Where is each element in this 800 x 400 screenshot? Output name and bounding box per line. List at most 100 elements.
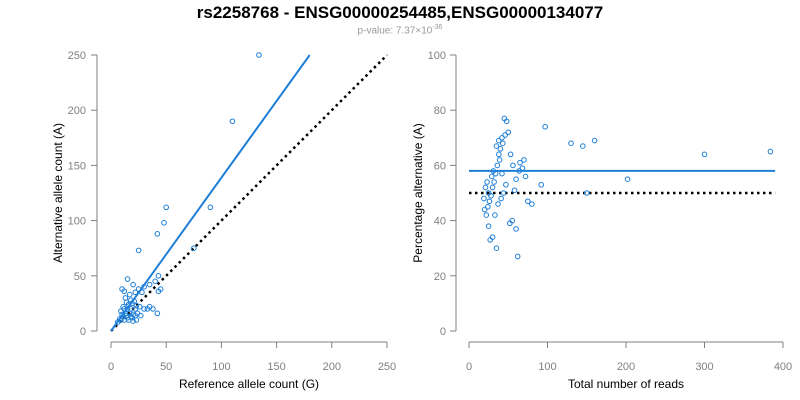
data-point	[132, 306, 139, 312]
data-point	[497, 146, 504, 152]
data-point	[507, 151, 514, 158]
data-point	[122, 295, 129, 301]
data-point	[130, 318, 136, 324]
data-point	[583, 190, 590, 196]
data-point	[132, 312, 139, 319]
chart-title: rs2258768 - ENSG00000254485,ENSG00000134…	[196, 3, 604, 22]
data-point	[701, 151, 708, 158]
data-point	[155, 273, 162, 279]
data-point	[492, 212, 498, 218]
data-point	[487, 237, 493, 243]
x-tick-label: 0	[466, 361, 472, 373]
data-point	[488, 173, 495, 180]
y-tick-label: 100	[428, 50, 446, 62]
data-point	[229, 118, 236, 125]
data-point	[485, 190, 492, 196]
data-point	[514, 253, 521, 260]
left-scatter-panel: 0 50 100 150 200 250 0 50 100 150 200 250 Reference …	[51, 50, 396, 391]
data-point	[146, 281, 153, 288]
data-point	[496, 137, 502, 144]
data-point	[493, 245, 500, 251]
data-point	[502, 132, 508, 138]
reference-dotted-line	[110, 54, 388, 332]
x-axis-label: Total number of reads	[568, 377, 684, 391]
regression-fit-line	[110, 54, 311, 332]
x-tick-label: 200	[617, 361, 635, 373]
data-point	[517, 159, 523, 166]
x-tick-label: 100	[212, 361, 230, 373]
data-point	[493, 143, 500, 149]
x-tick-label: 400	[774, 361, 792, 373]
data-point	[500, 190, 507, 196]
data-point	[163, 204, 169, 211]
x-tick-label: 50	[160, 361, 172, 373]
p-value-text: p-value: 7.37×10	[357, 25, 433, 37]
x-tick-label: 150	[267, 361, 285, 373]
y-tick-label: 0	[80, 326, 86, 338]
data-point	[124, 276, 131, 282]
data-point	[154, 231, 161, 237]
data-point	[498, 195, 504, 202]
p-value-exponent: -36	[432, 24, 443, 31]
data-point	[580, 143, 586, 149]
data-point	[510, 162, 516, 169]
right-scatter-panel: 0 100 200 300 400 0 20 40 60 80 100 Total number of…	[411, 50, 792, 391]
data-point	[538, 181, 545, 188]
y-tick-label: 20	[434, 271, 446, 283]
y-axis-label: Percentage alternative (A)	[411, 123, 425, 262]
data-point	[568, 140, 574, 147]
data-point	[491, 179, 497, 185]
data-point	[141, 306, 147, 312]
y-tick-label: 60	[434, 160, 446, 172]
data-point	[207, 204, 214, 211]
data-point	[511, 187, 518, 194]
x-tick-label: 200	[323, 361, 341, 373]
data-point	[542, 123, 548, 130]
data-point	[507, 220, 513, 227]
data-point	[494, 162, 501, 169]
y-tick-label: 100	[68, 216, 86, 228]
data-point	[481, 195, 487, 202]
data-point	[133, 302, 140, 309]
data-point	[522, 173, 529, 180]
data-point	[495, 201, 501, 207]
data-point	[521, 157, 527, 163]
data-point	[496, 151, 502, 158]
data-point	[483, 212, 490, 218]
y-tick-label: 0	[440, 326, 446, 338]
data-point	[591, 137, 598, 144]
data-point	[481, 206, 488, 213]
data-point	[513, 176, 519, 182]
data-point	[161, 220, 167, 226]
data-point	[624, 176, 631, 182]
data-point	[503, 181, 509, 188]
data-point	[135, 247, 142, 254]
data-point	[191, 245, 197, 251]
data-point	[150, 306, 156, 312]
data-point	[525, 198, 531, 205]
data-point	[130, 281, 136, 288]
data-point	[486, 198, 493, 205]
x-tick-label: 0	[108, 361, 114, 373]
x-tick-label: 100	[538, 361, 556, 373]
data-point	[154, 310, 161, 317]
data-point	[496, 157, 503, 163]
y-tick-label: 150	[68, 160, 86, 172]
data-point	[501, 115, 508, 122]
data-point	[136, 303, 143, 310]
data-point	[485, 204, 491, 210]
data-point	[256, 52, 262, 58]
data-point	[499, 170, 505, 177]
data-point	[513, 226, 519, 232]
y-tick-label: 50	[74, 271, 86, 283]
data-point	[152, 278, 158, 285]
data-point	[126, 291, 133, 298]
data-point	[121, 288, 128, 295]
data-point	[482, 184, 489, 191]
data-point	[767, 148, 774, 155]
y-tick-label: 80	[434, 105, 446, 117]
y-tick-label: 250	[68, 50, 86, 62]
chart-subtitle: p-value: 7.37×10-36	[0, 24, 800, 36]
data-point	[499, 140, 506, 147]
